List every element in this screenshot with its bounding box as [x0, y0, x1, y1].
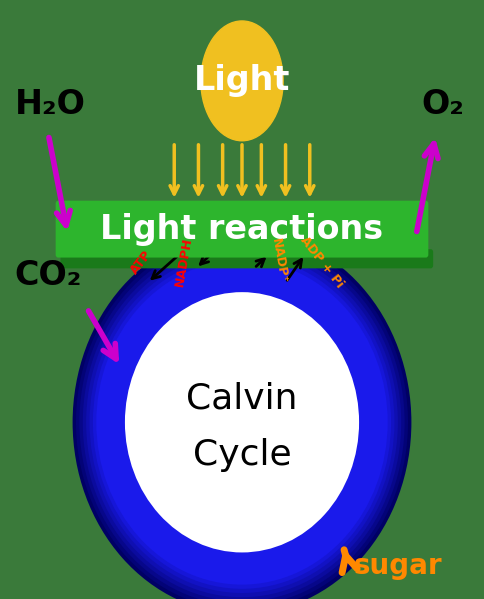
Ellipse shape — [125, 292, 359, 552]
FancyBboxPatch shape — [56, 201, 428, 258]
Text: Calvin: Calvin — [186, 382, 298, 415]
Ellipse shape — [79, 239, 405, 599]
Text: CO₂: CO₂ — [15, 259, 82, 292]
Text: O₂: O₂ — [421, 88, 464, 122]
Text: H₂O: H₂O — [15, 88, 85, 122]
Ellipse shape — [90, 252, 394, 593]
Ellipse shape — [76, 235, 408, 599]
Ellipse shape — [96, 260, 388, 585]
Ellipse shape — [83, 243, 401, 599]
Ellipse shape — [86, 247, 398, 597]
Ellipse shape — [73, 231, 411, 599]
Text: ADP + Pi: ADP + Pi — [298, 234, 346, 291]
Ellipse shape — [93, 256, 391, 589]
Text: Light: Light — [194, 64, 290, 98]
Ellipse shape — [201, 21, 283, 141]
Text: ATP: ATP — [128, 248, 155, 277]
Text: sugar: sugar — [353, 552, 442, 580]
Text: NADP⁺: NADP⁺ — [270, 238, 290, 285]
Text: Cycle: Cycle — [193, 438, 291, 472]
FancyBboxPatch shape — [60, 249, 433, 268]
Text: Light reactions: Light reactions — [101, 213, 383, 246]
Text: NADPH: NADPH — [173, 236, 195, 287]
